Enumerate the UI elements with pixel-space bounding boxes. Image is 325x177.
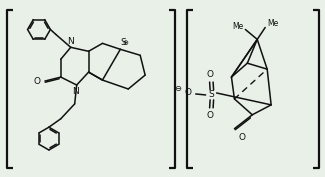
Text: N: N [72,87,79,96]
Text: S: S [209,90,214,99]
Text: O: O [206,111,213,120]
Text: O: O [185,88,192,98]
Text: S: S [121,38,126,47]
Text: Me: Me [232,22,243,31]
Text: O: O [206,70,213,79]
Text: N: N [67,37,74,46]
Text: ⊖: ⊖ [175,84,181,93]
Text: O: O [34,77,41,85]
Text: O: O [239,133,245,142]
Text: Me: Me [267,19,279,28]
Text: ⊕: ⊕ [123,40,129,46]
